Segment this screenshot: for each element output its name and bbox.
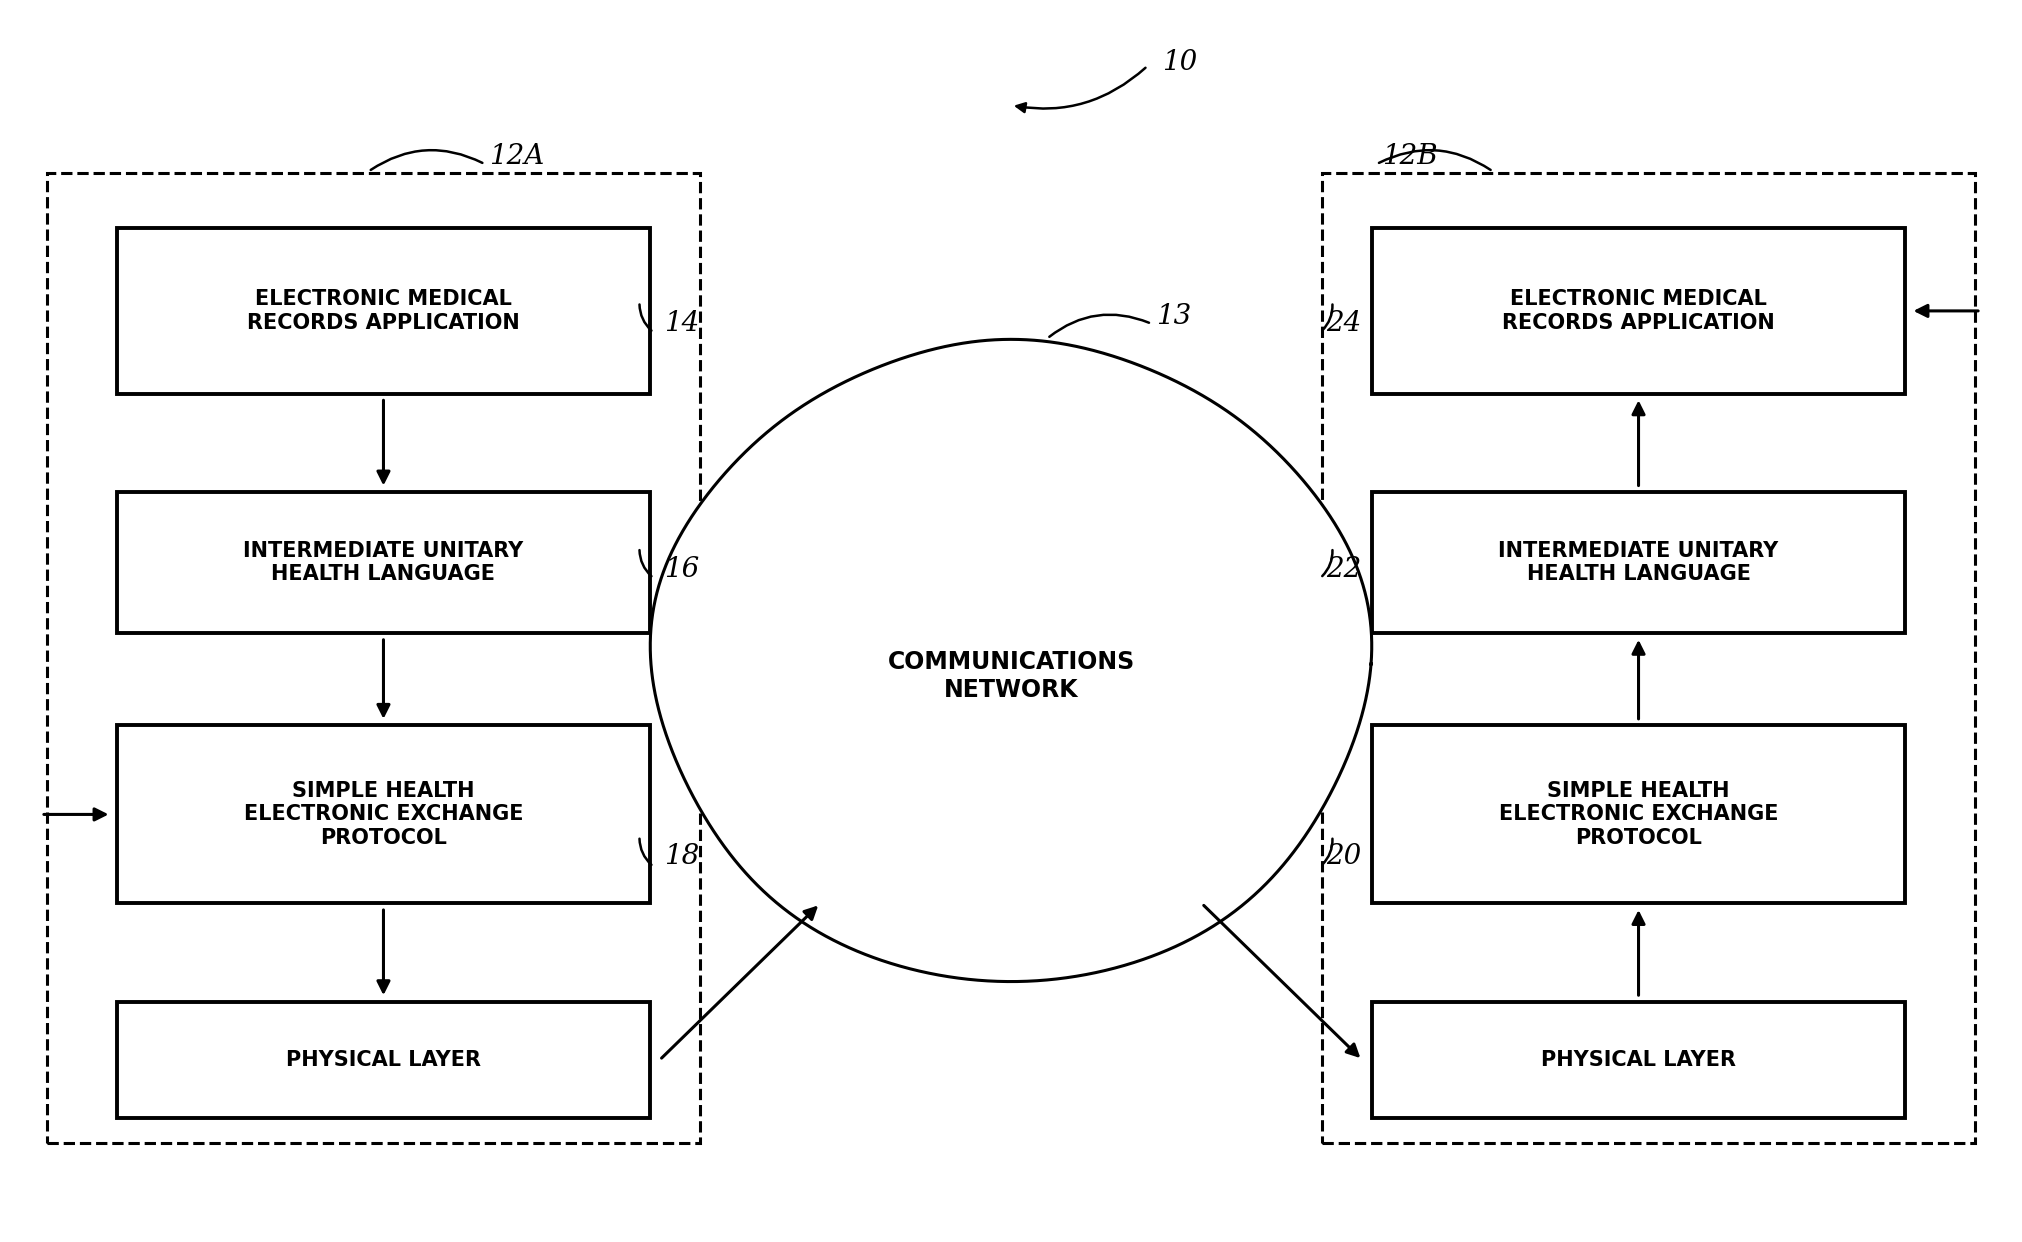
Bar bbox=[1373, 492, 1905, 633]
Bar bbox=[1322, 173, 1975, 1143]
Text: SIMPLE HEALTH
ELECTRONIC EXCHANGE
PROTOCOL: SIMPLE HEALTH ELECTRONIC EXCHANGE PROTOC… bbox=[1498, 781, 1777, 847]
Polygon shape bbox=[651, 339, 1371, 981]
Bar bbox=[1373, 725, 1905, 903]
Text: 24: 24 bbox=[1326, 310, 1361, 338]
Text: ELECTRONIC MEDICAL
RECORDS APPLICATION: ELECTRONIC MEDICAL RECORDS APPLICATION bbox=[1502, 289, 1775, 333]
Bar bbox=[117, 492, 649, 633]
Text: 20: 20 bbox=[1326, 843, 1361, 871]
Text: COMMUNICATIONS
NETWORK: COMMUNICATIONS NETWORK bbox=[888, 651, 1134, 702]
Text: 13: 13 bbox=[1157, 303, 1191, 330]
Text: 18: 18 bbox=[663, 843, 700, 871]
Text: 12B: 12B bbox=[1383, 143, 1438, 170]
Text: ELECTRONIC MEDICAL
RECORDS APPLICATION: ELECTRONIC MEDICAL RECORDS APPLICATION bbox=[247, 289, 520, 333]
Text: INTERMEDIATE UNITARY
HEALTH LANGUAGE: INTERMEDIATE UNITARY HEALTH LANGUAGE bbox=[243, 542, 524, 584]
Text: INTERMEDIATE UNITARY
HEALTH LANGUAGE: INTERMEDIATE UNITARY HEALTH LANGUAGE bbox=[1498, 542, 1779, 584]
Text: 12A: 12A bbox=[489, 143, 544, 170]
Text: 22: 22 bbox=[1326, 556, 1361, 582]
Bar bbox=[47, 173, 700, 1143]
Bar bbox=[1373, 229, 1905, 394]
Bar bbox=[117, 1002, 649, 1118]
Text: PHYSICAL LAYER: PHYSICAL LAYER bbox=[1541, 1049, 1737, 1071]
Text: 10: 10 bbox=[1161, 48, 1197, 76]
Text: SIMPLE HEALTH
ELECTRONIC EXCHANGE
PROTOCOL: SIMPLE HEALTH ELECTRONIC EXCHANGE PROTOC… bbox=[245, 781, 524, 847]
Text: 14: 14 bbox=[663, 310, 700, 338]
Bar bbox=[117, 725, 649, 903]
Bar bbox=[117, 229, 649, 394]
Text: PHYSICAL LAYER: PHYSICAL LAYER bbox=[285, 1049, 481, 1071]
Bar bbox=[1373, 1002, 1905, 1118]
Text: 16: 16 bbox=[663, 556, 700, 582]
